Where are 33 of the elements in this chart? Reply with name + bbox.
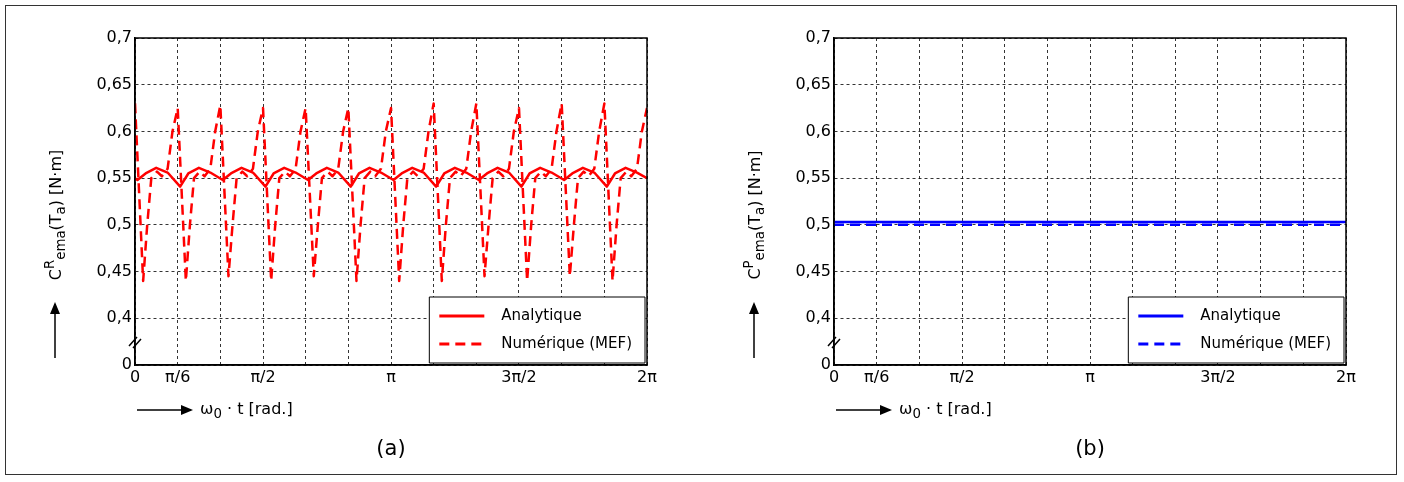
x-tick-label: 2π	[637, 366, 658, 386]
x-axis-title: ω$_{0}$ · t [rad.]	[200, 399, 293, 422]
x-tick-label: 3π/2	[1200, 366, 1236, 386]
y-tick-label: 0,5	[106, 214, 132, 234]
y-tick-label: 0,5	[805, 214, 831, 234]
x-axis-title: ω$_{0}$ · t [rad.]	[899, 399, 992, 422]
y-tick-label: 0,7	[106, 27, 132, 47]
y-tick-label: 0,45	[795, 260, 831, 280]
y-tick-label: 0,6	[106, 120, 132, 140]
text: (a)	[376, 436, 406, 460]
y-tick-label: 0,4	[805, 307, 831, 327]
y-tick-label: 0,65	[795, 73, 831, 93]
legend-label: Numérique (MEF)	[1200, 333, 1332, 352]
x-tick-label: π/2	[949, 366, 975, 386]
legend-label: Numérique (MEF)	[501, 333, 633, 352]
x-tick-label: π/2	[250, 366, 276, 386]
x-tick-label: π	[386, 366, 397, 386]
y-tick-label: 0,55	[795, 167, 831, 187]
line-series	[135, 102, 647, 283]
y-tick-label: 0,45	[96, 260, 132, 280]
y-tick-label: 0,6	[805, 120, 831, 140]
legend-label: Analytique	[501, 305, 582, 324]
x-tick-label: π	[1085, 366, 1096, 386]
y-tick-label: 0,4	[106, 307, 132, 327]
x-tick-label: 2π	[1336, 366, 1357, 386]
y-tick-label: 0,55	[96, 167, 132, 187]
legend-label: Analytique	[1200, 305, 1281, 324]
x-tick-label: π/6	[864, 366, 890, 386]
x-tick-label: 3π/2	[501, 366, 537, 386]
y-tick-label: 0,7	[805, 27, 831, 47]
y-tick-label: 0,65	[96, 73, 132, 93]
x-tick-label: π/6	[165, 366, 191, 386]
text: (b)	[1075, 436, 1105, 460]
